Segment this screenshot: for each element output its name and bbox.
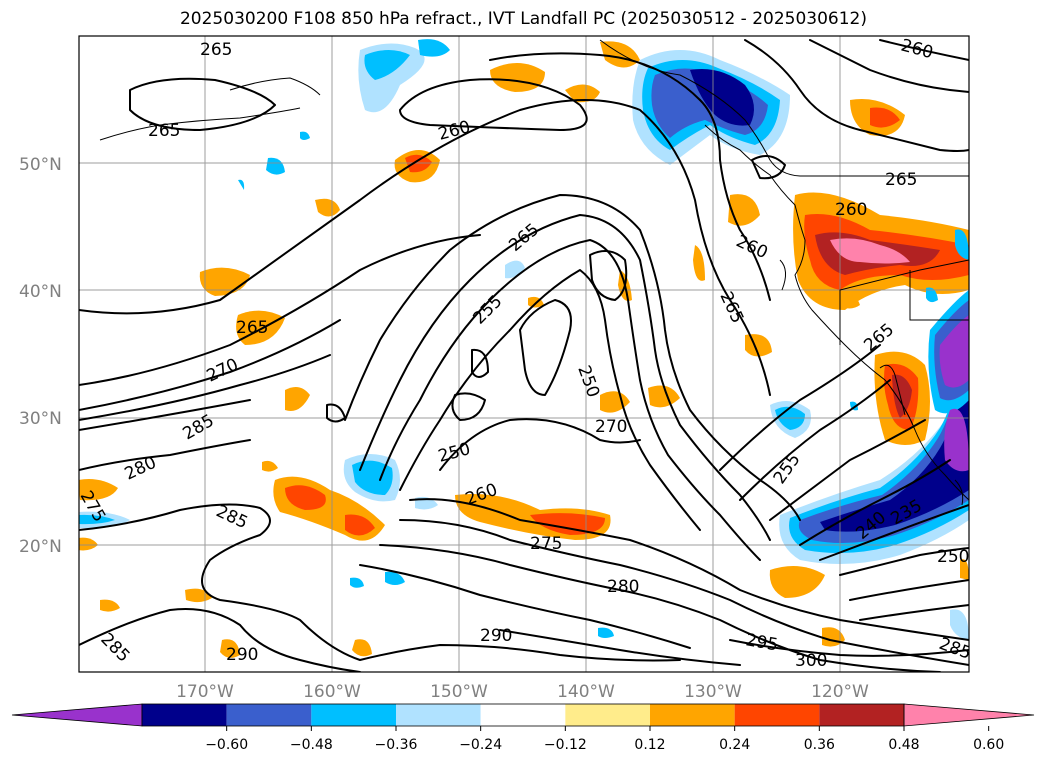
contour-label: 275: [530, 534, 562, 554]
contour-label: 280: [607, 577, 639, 597]
contour-label: 260: [835, 200, 867, 220]
colorbar-segment: [396, 704, 481, 726]
colorbar-tick-label: 0.24: [719, 737, 750, 753]
lat-label: 40°N: [19, 282, 62, 302]
colorbar-extend-low: [11, 703, 143, 727]
lon-label: 170°W: [176, 682, 234, 702]
contour-label: 265: [885, 170, 917, 190]
map-frame: [78, 35, 970, 673]
colorbar-segment: [142, 704, 227, 726]
colorbar-segment: [650, 704, 735, 726]
colorbar-tick-label: −0.60: [205, 737, 248, 753]
map-title: 2025030200 F108 850 hPa refract., IVT La…: [179, 9, 867, 29]
colorbar-tick-label: 0.60: [973, 737, 1004, 753]
positive-anomaly-patches: [79, 41, 969, 658]
colorbar-tick-label: −0.12: [544, 737, 587, 753]
colorbar-segment: [311, 704, 396, 726]
contour-label: 265: [200, 40, 232, 60]
colorbar: −0.60 −0.48 −0.36 −0.24 −0.12 0.12 0.24 0.36 0.4…: [11, 703, 1035, 753]
colorbar-tick-label: 0.36: [804, 737, 835, 753]
contour-label: 270: [595, 417, 627, 437]
contour-label: 265: [148, 121, 180, 141]
negative-anomaly-patches: [79, 39, 969, 640]
lon-label: 150°W: [430, 682, 488, 702]
colorbar-tick-label: −0.36: [375, 737, 418, 753]
colorbar-segment: [480, 704, 566, 726]
colorbar-tick-label: −0.24: [459, 737, 502, 753]
latitude-labels: 50°N 40°N 30°N 20°N: [19, 155, 62, 557]
colorbar-segment: [226, 704, 312, 726]
colorbar-tick-label: 0.48: [888, 737, 919, 753]
lon-label: 130°W: [684, 682, 742, 702]
lon-label: 160°W: [303, 682, 361, 702]
graticule: [79, 36, 969, 672]
contour-lines: [79, 39, 969, 672]
lon-label: 120°W: [811, 682, 869, 702]
longitude-labels: 170°W 160°W 150°W 140°W 130°W 120°W: [176, 682, 869, 702]
contour-label: 290: [226, 645, 258, 665]
colorbar-extend-high: [903, 703, 1035, 727]
colorbar-segment: [819, 704, 904, 726]
contour-label: 265: [236, 318, 268, 338]
lat-label: 20°N: [19, 537, 62, 557]
contour-label: 300: [795, 651, 827, 671]
lon-label: 140°W: [557, 682, 615, 702]
colorbar-segment: [565, 704, 650, 726]
colorbar-tick-label: −0.48: [290, 737, 333, 753]
colorbar-tick-label: 0.12: [634, 737, 665, 753]
lat-label: 50°N: [19, 155, 62, 175]
contour-label: 250: [937, 547, 969, 567]
colorbar-segment: [734, 704, 820, 726]
colorbar-outline: [141, 703, 905, 727]
contour-label: 290: [480, 626, 512, 646]
lat-label: 30°N: [19, 409, 62, 429]
